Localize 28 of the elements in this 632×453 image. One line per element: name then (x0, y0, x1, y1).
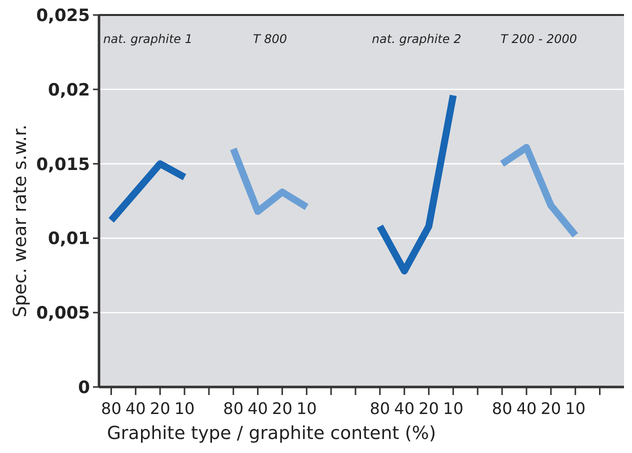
x-tick-label: 80 (492, 399, 512, 418)
x-tick-label: 80 (223, 399, 244, 418)
x-tick-label: 80 (101, 399, 122, 418)
x-tick-label: 40 (516, 399, 537, 418)
x-tick-label: 10 (296, 399, 317, 418)
y-tick-label: 0,01 (48, 229, 90, 250)
x-tick-label: 40 (394, 399, 415, 418)
y-axis-title: Spec. wear rate s.w.r. (10, 124, 31, 318)
x-tick-label: 20 (272, 399, 292, 418)
x-tick-label: 20 (418, 399, 439, 418)
x-tick-label: 80 (370, 399, 390, 418)
annotation: nat. graphite 1 (103, 32, 193, 46)
y-tick-label: 0,015 (36, 154, 90, 175)
y-tick-label: 0,025 (36, 6, 90, 26)
x-tick-label: 10 (174, 399, 195, 418)
x-tick-label: 40 (248, 399, 268, 418)
annotation: nat. graphite 2 (372, 32, 462, 46)
y-tick-label: 0,02 (48, 80, 90, 100)
annotation: T 800 (252, 32, 288, 46)
x-tick-label: 20 (540, 399, 562, 418)
x-tick-label: 20 (150, 399, 170, 418)
y-tick-label: 0,005 (36, 304, 90, 324)
y-tick-label: 0 (78, 378, 90, 398)
annotation: T 200 - 2000 (500, 32, 578, 46)
x-tick-label: 10 (565, 399, 586, 418)
x-tick-label: 40 (125, 399, 146, 418)
x-axis-title: Graphite type / graphite content (%) (106, 423, 436, 444)
x-tick-label: 10 (443, 399, 464, 418)
